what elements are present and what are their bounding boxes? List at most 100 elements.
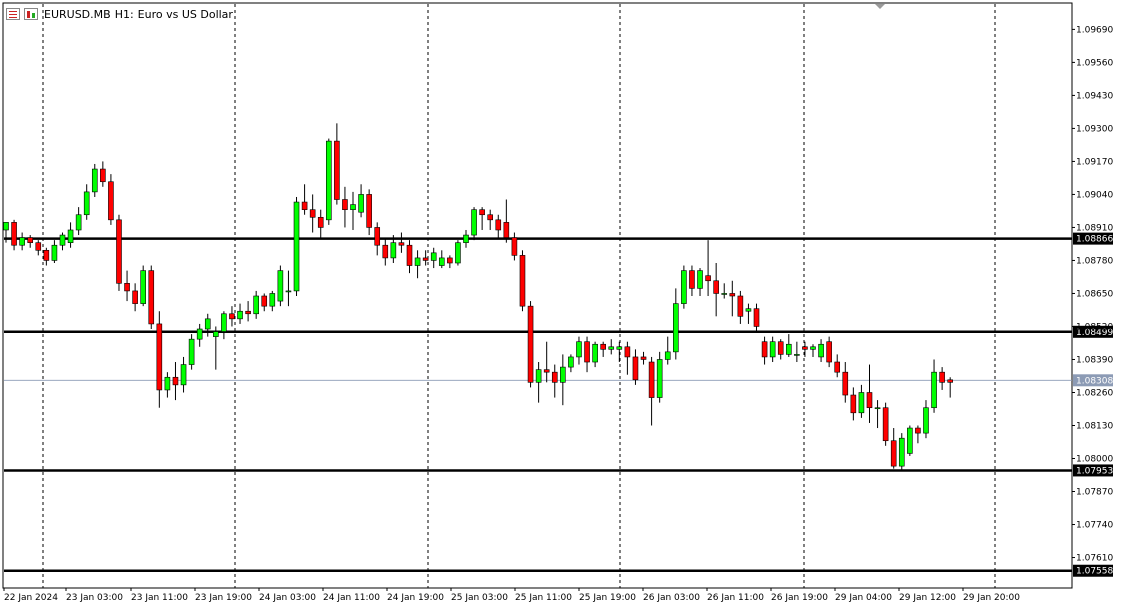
candle <box>882 402 889 446</box>
candle <box>430 247 437 269</box>
x-tick-label: 26 Jan 11:00 <box>707 593 764 603</box>
badge-label: 1.07558 <box>1076 567 1113 577</box>
price-axis[interactable]: 1.09690 1.09560 1.09430 1.09300 1.09170 1.090… <box>1072 25 1113 564</box>
time-axis[interactable]: 22 Jan 2024 23 Jan 03:00 23 Jan 11:00 23 Ja… <box>3 588 1020 603</box>
candle <box>422 250 429 266</box>
candle-body <box>116 219 122 284</box>
y-tick-label: 1.08000 <box>1076 455 1113 465</box>
candle <box>761 336 768 365</box>
y-tick-label: 1.09170 <box>1076 157 1113 167</box>
candle-body <box>51 244 58 261</box>
candle <box>777 339 784 360</box>
candle <box>253 290 259 319</box>
candle-body <box>511 237 518 256</box>
candle-body <box>600 343 606 350</box>
candle-body <box>866 392 873 409</box>
candle <box>495 214 502 238</box>
candle <box>769 336 776 363</box>
candle-body <box>180 364 187 386</box>
x-tick-label: 29 Jan 20:00 <box>963 593 1020 603</box>
candle <box>818 339 824 363</box>
badge-bg <box>1073 232 1113 245</box>
shift-marker-icon[interactable] <box>875 4 885 9</box>
candle <box>907 425 913 456</box>
badge-label: 1.07953 <box>1076 466 1113 476</box>
horizontal-levels: 1.08866 1.08499 1.07953 1.07558 1.08308 <box>4 232 1113 577</box>
candle <box>858 384 865 418</box>
candle <box>11 219 17 251</box>
candle-body <box>479 209 485 216</box>
badge-bg <box>1073 325 1113 338</box>
candle-body <box>931 371 937 409</box>
candle-body <box>753 308 760 327</box>
candle-body <box>261 295 268 307</box>
candle <box>3 222 9 243</box>
candle-body <box>802 346 808 350</box>
candle-body <box>204 318 211 330</box>
candle-body <box>568 356 574 368</box>
candle <box>438 250 445 269</box>
candle-body <box>350 204 356 210</box>
candle <box>890 428 897 469</box>
candle-body <box>3 222 9 231</box>
candle <box>576 336 582 365</box>
candle-body <box>882 407 889 442</box>
y-tick-label: 1.09430 <box>1076 91 1113 101</box>
candle <box>124 270 130 302</box>
badge-bg <box>1073 564 1113 577</box>
candle-body <box>826 341 832 363</box>
candle <box>59 232 66 251</box>
candle <box>471 207 477 241</box>
candle <box>455 240 461 266</box>
candle <box>931 359 937 413</box>
candle-body <box>818 343 824 358</box>
candle-body <box>648 361 655 398</box>
bar-chart-icon[interactable] <box>24 8 38 20</box>
candle <box>947 377 953 398</box>
candle-body <box>947 379 953 383</box>
candle-body <box>673 303 679 353</box>
candle <box>374 222 381 256</box>
candle <box>479 207 485 230</box>
candle-body <box>325 140 332 221</box>
x-tick-label: 24 Jan 11:00 <box>323 593 380 603</box>
candle-body <box>656 359 663 398</box>
candle-body <box>108 181 114 221</box>
candle <box>309 194 316 233</box>
candle <box>568 354 574 373</box>
candle-body <box>664 351 671 360</box>
candle-body <box>406 244 413 266</box>
symbol-description: Euro vs US Dollar <box>137 7 233 21</box>
candle-body <box>334 140 340 200</box>
candle <box>172 362 179 401</box>
candle-body <box>898 437 905 467</box>
candle <box>898 433 905 472</box>
candle-body <box>543 369 550 373</box>
candle-body <box>608 346 615 350</box>
candle-body <box>342 199 348 210</box>
candle-body <box>745 308 752 312</box>
candle <box>664 336 671 365</box>
candles <box>3 123 953 472</box>
candle <box>608 339 615 355</box>
candle <box>600 341 606 357</box>
candle-body <box>842 371 849 396</box>
candle-body <box>455 242 461 264</box>
candle-body <box>358 194 364 213</box>
candle <box>83 184 90 220</box>
candle-body <box>366 194 372 228</box>
candle <box>245 301 251 322</box>
candle-body <box>75 214 82 231</box>
candle <box>358 184 364 218</box>
candle-body <box>309 209 316 218</box>
candle <box>640 351 647 365</box>
symbol-name: EURUSD.MB <box>44 7 111 21</box>
candle <box>794 341 800 363</box>
chart-window-icon[interactable] <box>6 8 20 20</box>
candle <box>511 232 518 261</box>
candle <box>277 265 284 307</box>
candle <box>398 232 405 253</box>
candle <box>648 356 655 426</box>
